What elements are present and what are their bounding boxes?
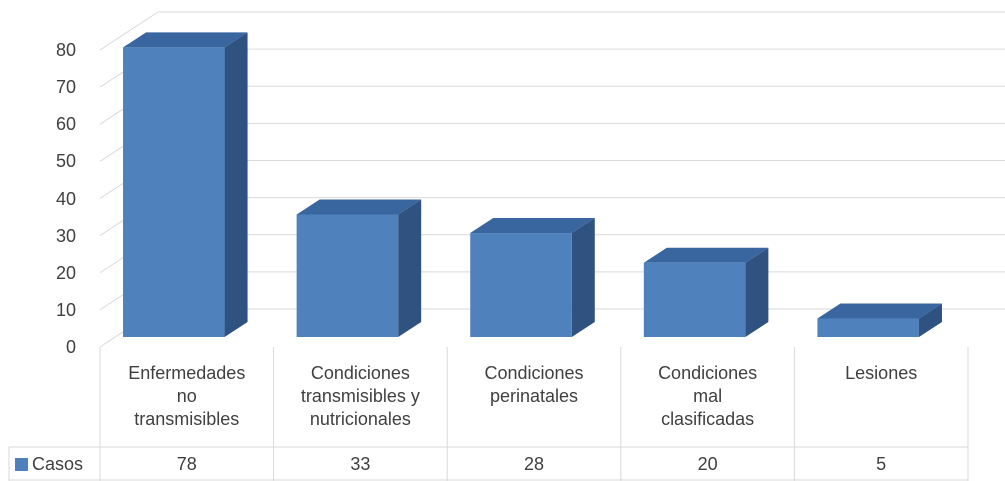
bar-top bbox=[123, 32, 248, 48]
y-tick-label: 30 bbox=[55, 225, 76, 246]
y-tick-label: 60 bbox=[55, 114, 76, 135]
bar bbox=[817, 318, 919, 337]
x-category-label: Condiciones mal clasificadas bbox=[621, 362, 795, 431]
data-table-value: 20 bbox=[697, 454, 718, 474]
x-category-label-line: clasificadas bbox=[661, 409, 755, 429]
data-table-value: 33 bbox=[350, 454, 371, 474]
wall-gridline bbox=[99, 11, 159, 51]
bar-top bbox=[817, 303, 942, 319]
x-category-label: Enfermedades no transmisibles bbox=[100, 362, 274, 431]
bar-top bbox=[643, 247, 769, 263]
x-category-label-line: nutricionales bbox=[309, 409, 411, 429]
bar bbox=[123, 47, 225, 338]
x-category-label-line: Enfermedades bbox=[128, 363, 246, 383]
bar-side bbox=[571, 218, 595, 337]
x-category-label-line: transmisibles bbox=[134, 409, 240, 429]
y-tick-label: 10 bbox=[55, 299, 76, 320]
x-category-label-line: Condiciones bbox=[658, 363, 758, 383]
x-category-label-line: mal bbox=[693, 386, 723, 406]
x-category-label-line: transmisibles y bbox=[300, 386, 420, 406]
legend-label: Casos bbox=[32, 454, 84, 474]
bar-top bbox=[470, 218, 595, 234]
y-tick-label: 50 bbox=[55, 151, 76, 172]
bar-side bbox=[745, 247, 769, 337]
y-tick-label: 20 bbox=[55, 262, 76, 283]
data-table-value: 28 bbox=[523, 454, 544, 474]
legend-entry: Casos bbox=[15, 454, 83, 474]
x-category-label-line: Condiciones bbox=[484, 363, 584, 383]
bar bbox=[296, 214, 399, 337]
x-category-label-line: Condiciones bbox=[310, 363, 410, 383]
data-table-value: 5 bbox=[876, 454, 887, 474]
x-category-label: Lesiones bbox=[794, 362, 968, 385]
bar bbox=[470, 233, 572, 337]
data-table-value: 78 bbox=[176, 454, 197, 474]
y-tick-label: 70 bbox=[55, 77, 76, 98]
x-category-label-line: Lesiones bbox=[845, 363, 918, 383]
x-category-label: Condiciones perinatales bbox=[447, 362, 621, 408]
bar-side bbox=[398, 199, 422, 337]
bar bbox=[643, 262, 746, 337]
x-category-label: Condiciones transmisibles y nutricionales bbox=[274, 362, 448, 431]
y-tick-label: 80 bbox=[55, 40, 76, 60]
bar-side bbox=[918, 303, 942, 337]
y-tick-label: 40 bbox=[55, 188, 76, 209]
bar-top bbox=[296, 199, 422, 215]
x-category-label-line: no bbox=[176, 386, 197, 406]
bar-side bbox=[224, 32, 248, 338]
y-tick-label: 0 bbox=[65, 337, 76, 357]
legend-swatch bbox=[15, 457, 28, 471]
x-category-label-line: perinatales bbox=[489, 386, 579, 406]
